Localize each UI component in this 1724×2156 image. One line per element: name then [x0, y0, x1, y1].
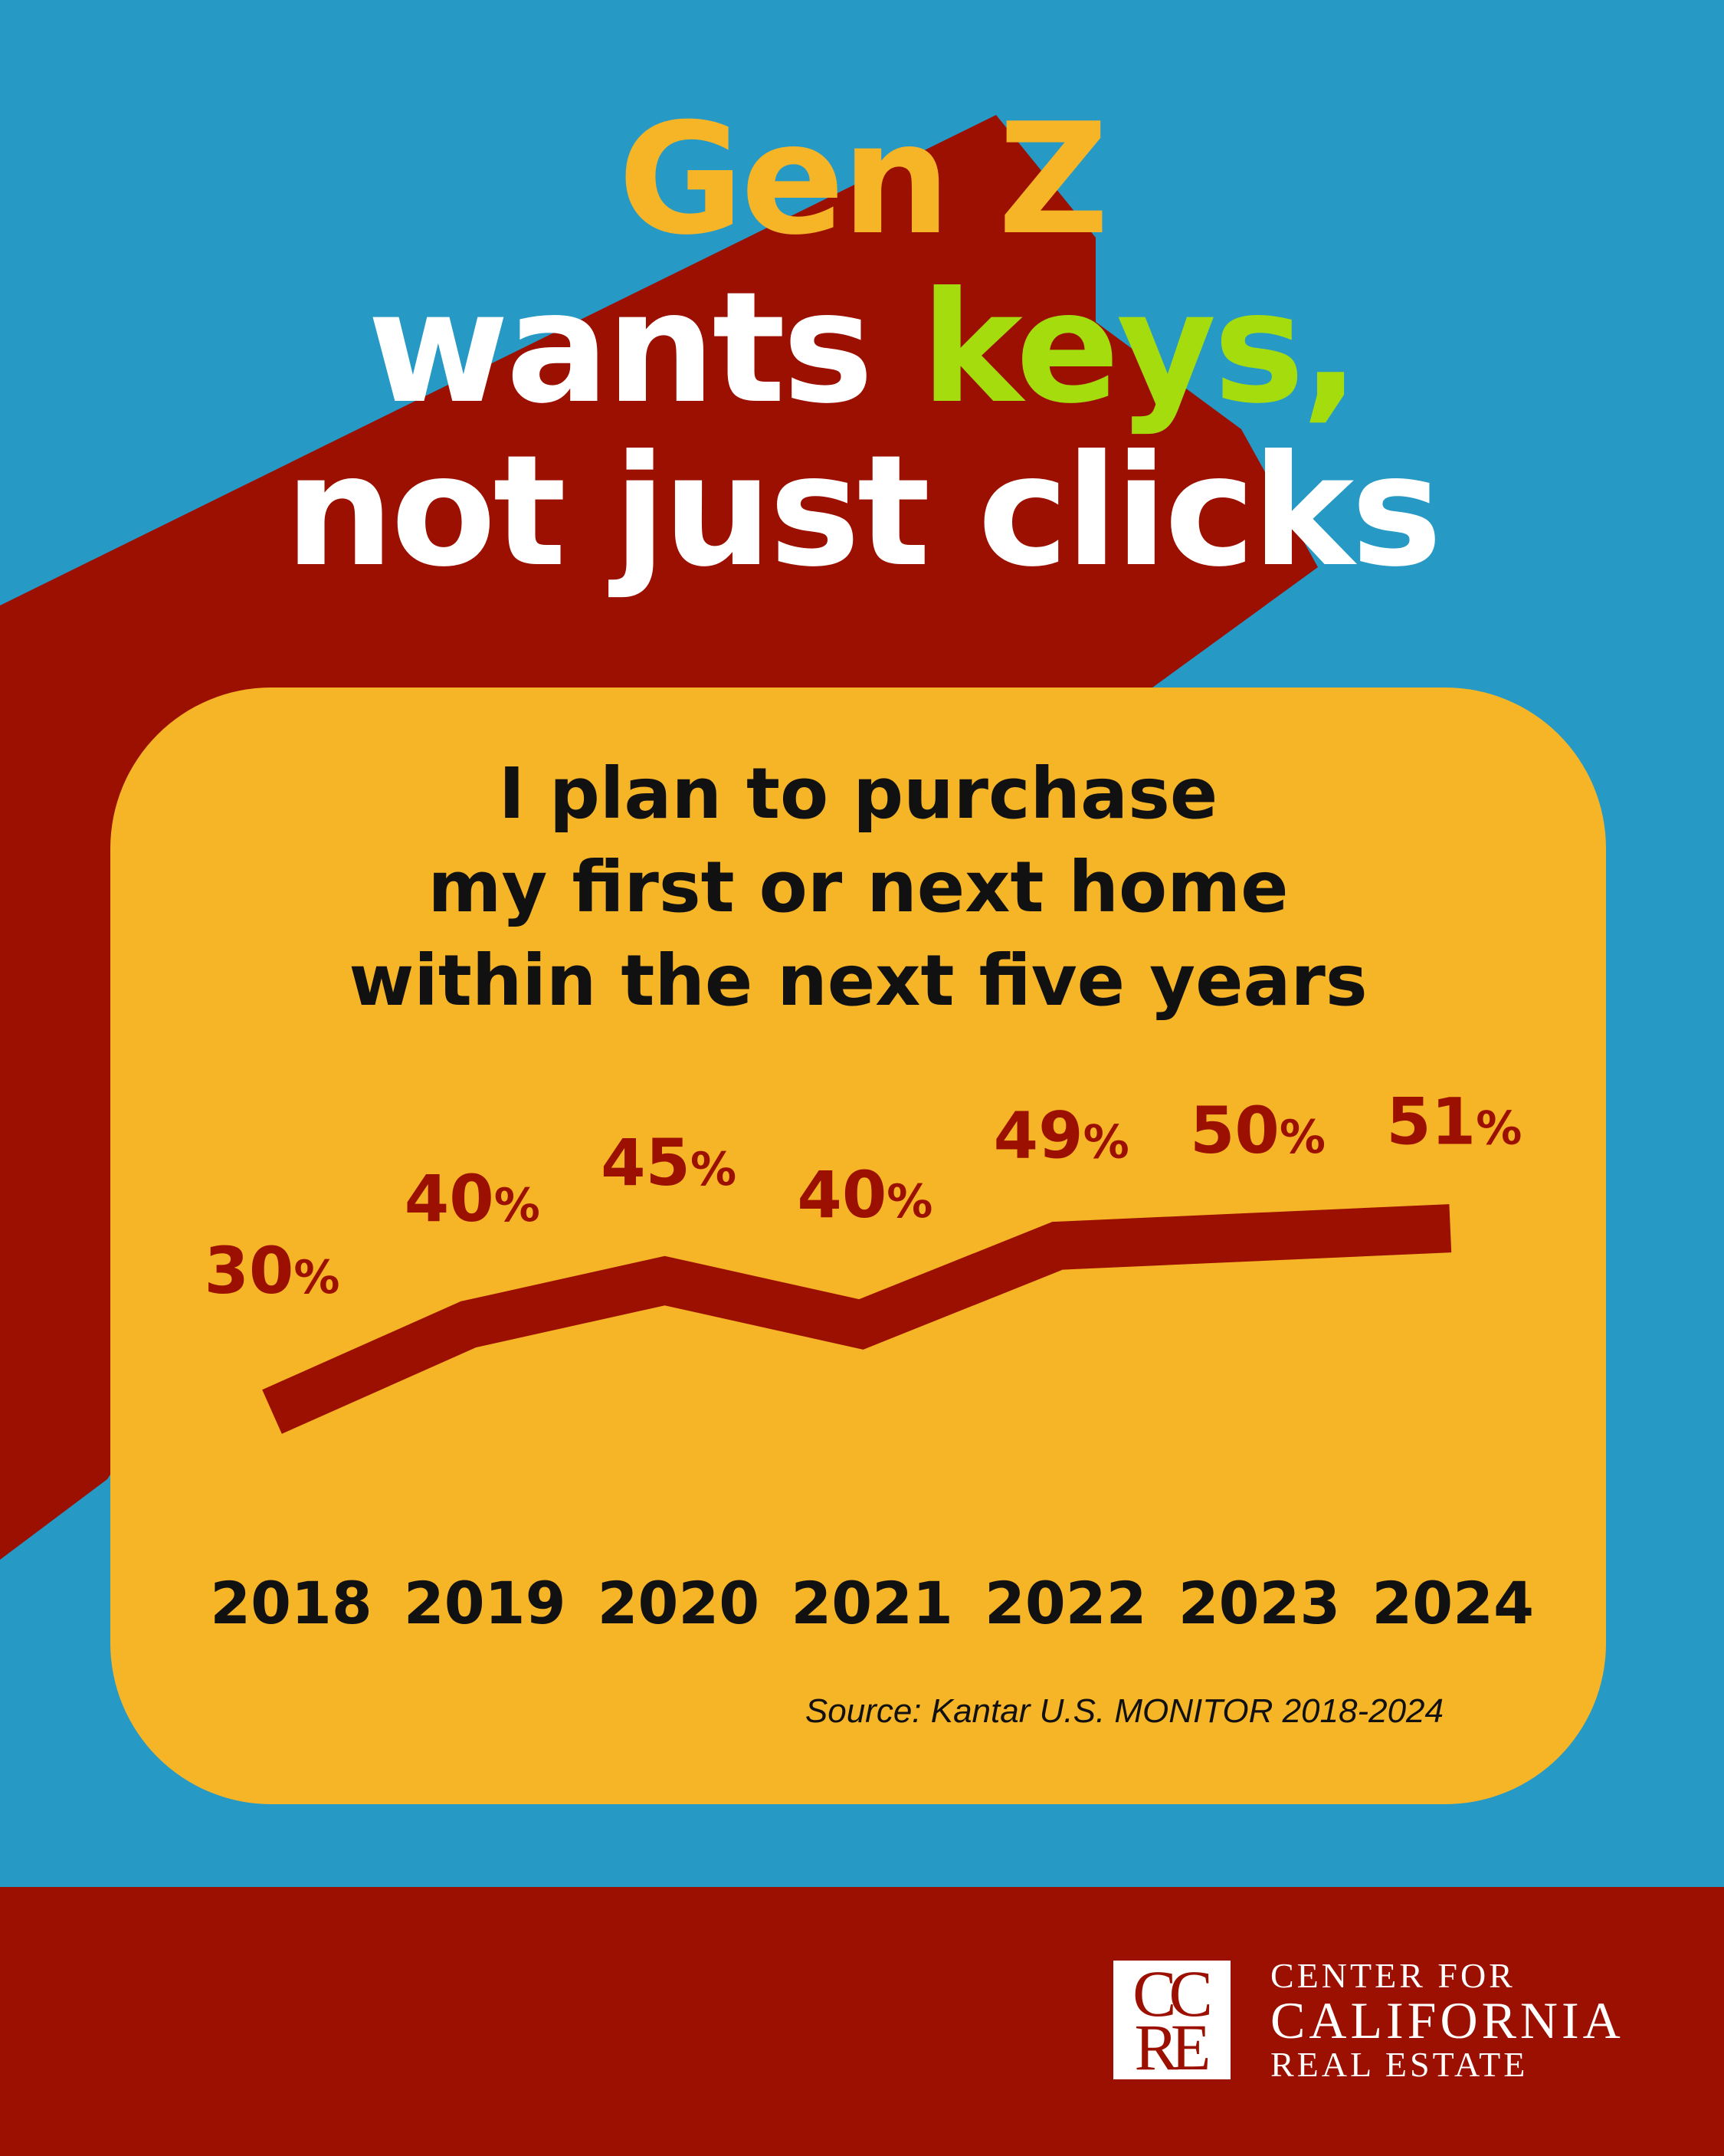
- org-name-line-2: CALIFORNIA: [1270, 1991, 1624, 2049]
- logo-letters-top: CC: [1132, 1961, 1213, 2030]
- x-tick-label: 2020: [598, 1569, 760, 1637]
- chart-title-line: I plan to purchase: [498, 753, 1218, 835]
- data-label: 40%: [797, 1157, 932, 1232]
- data-line: [262, 1204, 1452, 1434]
- x-tick-label: 2022: [985, 1569, 1147, 1637]
- headline-line-3: not just clicks: [284, 422, 1443, 601]
- headline-keys: keys,: [920, 259, 1360, 438]
- org-name: CENTER FOR CALIFORNIA REAL ESTATE: [1270, 1956, 1624, 2085]
- source-note: Source: Kantar U.S. MONITOR 2018-2024: [805, 1692, 1444, 1730]
- x-tick-label: 2023: [1178, 1569, 1341, 1637]
- org-name-line-3: REAL ESTATE: [1270, 2045, 1529, 2084]
- logo-letters-bottom: RE: [1134, 2010, 1211, 2079]
- x-tick-label: 2019: [404, 1569, 566, 1637]
- x-tick-label: 2024: [1372, 1569, 1534, 1637]
- x-tick-label: 2021: [791, 1569, 953, 1637]
- data-label: 49%: [994, 1098, 1129, 1173]
- data-label: 50%: [1190, 1093, 1326, 1168]
- footer-band: [0, 1887, 1724, 2156]
- data-label: 30%: [204, 1233, 339, 1308]
- chart-title-line: within the next five years: [349, 940, 1368, 1022]
- headline-line-1: Gen Z: [618, 90, 1109, 269]
- headline-wants: wants: [367, 259, 921, 438]
- chart-title: I plan to purchase my first or next home…: [110, 747, 1606, 1028]
- data-label: 40%: [405, 1161, 540, 1236]
- x-tick-label: 2018: [210, 1569, 372, 1637]
- ccre-logo: CC RE: [1113, 1961, 1231, 2079]
- chart-title-line: my first or next home: [428, 846, 1289, 928]
- red-diagonal-shadow: [0, 115, 1318, 1560]
- data-label: 51%: [1386, 1085, 1522, 1160]
- headline-line-2: wants keys,: [0, 272, 1724, 425]
- data-label: 45%: [601, 1125, 736, 1200]
- org-name-line-1: CENTER FOR: [1270, 1956, 1516, 1995]
